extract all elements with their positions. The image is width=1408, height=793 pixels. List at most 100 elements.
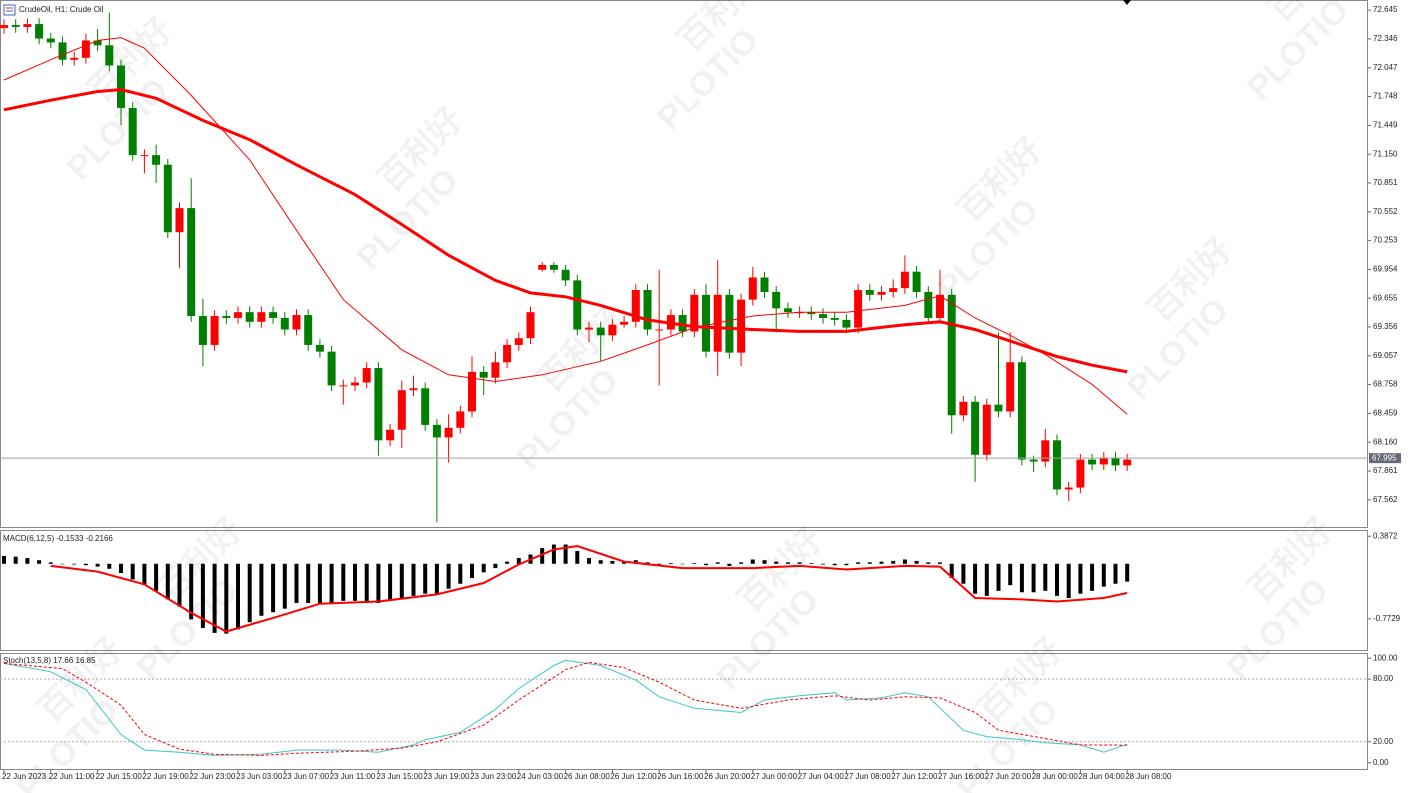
macd-bar	[505, 561, 510, 564]
x-tick-label: 22 Jun 11:00	[49, 772, 95, 781]
candle-body	[1006, 362, 1015, 412]
y-tick-label: 68.160	[1373, 437, 1398, 446]
x-tick-label: 23 Jun 19:00	[423, 772, 470, 781]
candle-body	[690, 294, 699, 332]
macd-bar	[680, 563, 685, 565]
x-tick-label: 27 Jun 20:00	[985, 772, 1032, 781]
macd-bar	[434, 563, 439, 594]
macd-bar	[329, 563, 334, 603]
macd-bar	[25, 558, 30, 564]
macd-bar	[481, 563, 486, 573]
candle-body	[93, 40, 102, 46]
macd-bar	[189, 563, 194, 620]
x-tick-label: 22 Jun 23:00	[189, 772, 236, 781]
candle-body	[971, 401, 980, 455]
x-tick-label: 23 Jun 03:00	[236, 772, 283, 781]
x-tick-label: 27 Jun 00:00	[751, 772, 798, 781]
candle-body	[994, 404, 1003, 412]
x-tick-label: 27 Jun 16:00	[938, 772, 985, 781]
y-tick-label: 69.954	[1373, 265, 1398, 274]
macd-bar	[809, 563, 814, 564]
candle-body	[678, 315, 687, 332]
macd-bar	[165, 563, 170, 600]
candle-body	[234, 312, 242, 318]
y-tick-label: 71.748	[1373, 92, 1398, 101]
candle-body	[643, 290, 652, 330]
candle-body	[1088, 459, 1097, 465]
stoch-panel-frame	[0, 653, 1368, 770]
candle-body	[152, 155, 161, 165]
candle-body	[491, 362, 500, 378]
macd-bar	[715, 562, 720, 564]
macd-bar	[785, 562, 790, 564]
macd-bar	[762, 560, 767, 564]
y-tick-label: 68.758	[1373, 380, 1398, 389]
macd-bar	[879, 561, 884, 564]
macd-bar	[1113, 563, 1118, 584]
candle-body	[11, 25, 20, 27]
y-tick-label: 100.00	[1373, 653, 1398, 662]
macd-bar	[259, 563, 264, 616]
candle-body	[292, 315, 301, 330]
y-tick-label: 0.00	[1373, 758, 1389, 767]
candle-body	[947, 294, 956, 416]
candle-body	[362, 368, 371, 383]
y-tick-label: 80.00	[1373, 674, 1394, 683]
moving-average	[3, 37, 1128, 415]
candle-body	[187, 208, 196, 317]
macd-panel-frame	[0, 530, 1368, 651]
macd-bar	[200, 563, 205, 628]
macd-bar	[1090, 563, 1095, 591]
candle-body	[397, 390, 406, 430]
moving-average	[3, 88, 1128, 374]
macd-bar	[996, 563, 1001, 591]
stoch-title: Stoch(13,5,8) 17.66 16.85	[3, 656, 96, 665]
candle-body	[339, 385, 348, 387]
x-tick-label: 27 Jun 08:00	[844, 772, 891, 781]
candle-body	[245, 312, 254, 322]
macd-bar	[294, 563, 299, 603]
macd-bar	[48, 562, 53, 564]
candle-body	[959, 401, 968, 416]
candle-body	[865, 290, 874, 295]
macd-bar	[867, 562, 872, 564]
macd-bar	[575, 550, 580, 564]
macd-bar	[154, 563, 159, 591]
candle-body	[830, 317, 839, 320]
candle-body	[596, 327, 605, 336]
x-tick-label: 26 Jun 16:00	[657, 772, 704, 781]
candle-body	[737, 299, 746, 353]
candle-body	[315, 344, 324, 352]
candle-body	[819, 314, 827, 318]
x-tick-label: 24 Jun 03:00	[517, 772, 564, 781]
candle-body	[257, 312, 266, 322]
macd-bar	[72, 563, 77, 565]
y-tick-label: 70.851	[1373, 178, 1398, 187]
macd-signal	[50, 544, 1128, 633]
macd-bar	[177, 563, 182, 607]
candle-body	[304, 315, 313, 345]
macd-bar	[645, 562, 650, 564]
candle-body	[702, 294, 710, 352]
macd-bar	[458, 563, 463, 584]
macd-bar	[540, 548, 545, 564]
macd-bar	[1101, 563, 1106, 587]
macd-bar	[973, 563, 978, 594]
candle-body	[631, 290, 640, 322]
y-tick-label: 67.562	[1373, 495, 1398, 504]
candle-body	[725, 294, 734, 353]
macd-bar	[224, 563, 229, 634]
x-tick-label: 23 Jun 07:00	[283, 772, 330, 781]
macd-bar	[1031, 563, 1036, 593]
candle-body	[783, 308, 792, 313]
candle-body	[854, 290, 863, 328]
candle-body	[748, 277, 757, 300]
candle-body	[982, 404, 991, 455]
x-tick-label: 22 Jun 19:00	[142, 772, 189, 781]
candle-body	[46, 38, 55, 43]
macd-bar	[13, 556, 18, 564]
macd-bar	[1008, 563, 1013, 586]
candle-body	[1017, 362, 1026, 460]
candle-body	[409, 388, 418, 391]
